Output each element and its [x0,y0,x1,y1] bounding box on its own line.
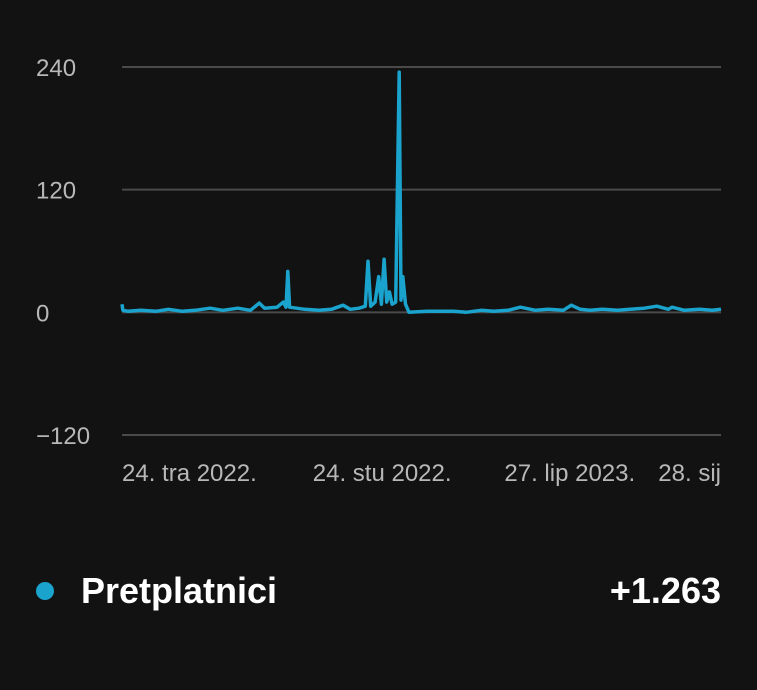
legend: Pretplatnici +1.263 [36,568,721,614]
x-tick-label: 28. sij [658,460,721,487]
series-line [120,70,722,315]
y-tick-label: 120 [36,178,76,205]
y-axis-ticks: 240 120 0 −120 [36,55,90,450]
y-tick-label: −120 [36,423,90,450]
legend-dot [36,582,54,600]
series-layer [120,70,722,315]
x-axis-ticks: 24. tra 2022. 24. stu 2022. 27. lip 2023. 2… [122,460,721,487]
y-tick-label: 240 [36,55,76,82]
x-tick-label: 24. tra 2022. [122,460,257,487]
x-tick-label: 27. lip 2023. [504,460,635,487]
line-chart: 240 120 0 −120 24. tra 2022. 24. stu 2022. 27… [36,55,722,487]
legend-total-value: +1.263 [609,570,721,611]
grid-lines [122,66,721,436]
y-tick-label: 0 [36,300,49,327]
x-tick-label: 24. stu 2022. [313,460,452,487]
legend-series-name: Pretplatnici [81,570,278,611]
